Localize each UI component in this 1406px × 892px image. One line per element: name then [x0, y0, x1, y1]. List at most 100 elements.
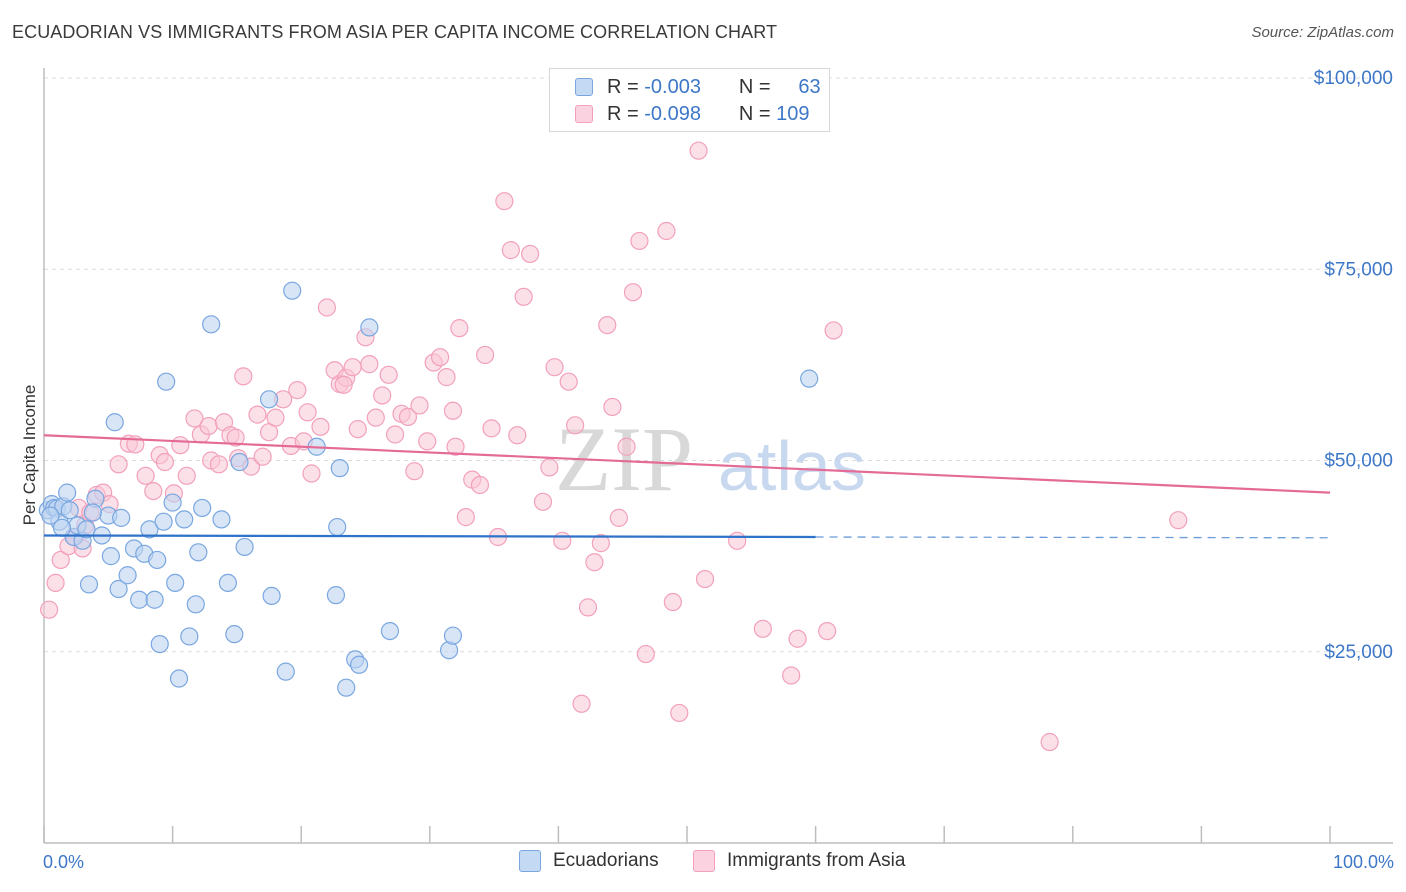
data-point-ecuadorian	[283, 281, 302, 300]
data-point-asia	[348, 420, 367, 439]
legend-n-label: N =	[738, 102, 771, 125]
data-point-asia	[450, 319, 469, 338]
data-point-ecuadorian	[41, 506, 60, 525]
data-point-asia	[199, 416, 218, 436]
y-tick-label: $75,000	[1324, 259, 1393, 280]
data-point-asia	[334, 375, 353, 394]
data-point-asia	[545, 358, 564, 377]
data-point-asia	[657, 221, 676, 241]
data-point-asia	[398, 407, 418, 426]
data-point-asia	[630, 231, 649, 251]
data-point-asia	[559, 372, 578, 391]
data-point-ecuadorian	[360, 318, 379, 337]
data-point-ecuadorian	[140, 520, 159, 539]
data-point-ecuadorian	[800, 369, 819, 388]
data-point-asia	[144, 482, 163, 501]
data-point-asia	[418, 432, 437, 451]
data-point-asia	[533, 492, 553, 511]
data-point-asia	[185, 409, 204, 428]
bottom-swatch-pink	[693, 850, 715, 872]
y-tick-label: $25,000	[1324, 642, 1393, 663]
data-point-ecuadorian	[105, 413, 124, 432]
data-point-asia	[373, 386, 392, 405]
data-point-ecuadorian	[202, 315, 221, 334]
data-point-ecuadorian	[101, 547, 120, 566]
data-point-asia	[266, 408, 285, 427]
data-point-asia	[155, 452, 174, 472]
data-point-asia	[609, 508, 628, 527]
data-point-asia	[317, 298, 337, 317]
data-point-asia	[379, 365, 398, 384]
data-point-ecuadorian	[154, 512, 173, 531]
legend-swatch-blue	[575, 78, 593, 96]
data-point-asia	[598, 315, 617, 335]
data-point-asia	[456, 508, 475, 527]
y-tick-label: $100,000	[1314, 68, 1393, 89]
data-point-asia	[495, 192, 514, 211]
data-point-asia	[670, 703, 689, 723]
y-tick-labels: $25,000 $50,000 $75,000 $100,000	[1314, 68, 1393, 663]
data-point-asia	[302, 464, 321, 483]
data-point-ecuadorian	[109, 579, 128, 599]
y-tick-label: $50,000	[1324, 451, 1393, 472]
data-point-ecuadorian	[276, 662, 295, 681]
axes	[43, 68, 1393, 844]
data-point-asia	[405, 462, 424, 481]
legend-r-value: -0.098	[644, 102, 701, 125]
data-point-ecuadorian	[443, 626, 463, 645]
legend-row-asia: R = -0.098 N = 109	[575, 101, 810, 127]
data-point-asia	[40, 600, 59, 619]
data-point-ecuadorian	[186, 595, 205, 614]
data-point-ecuadorian	[328, 517, 347, 537]
data-point-ecuadorian	[262, 586, 281, 606]
data-point-asia	[728, 531, 747, 550]
data-point-ecuadorian	[175, 510, 194, 529]
data-point-asia	[695, 569, 715, 589]
data-point-asia	[566, 416, 585, 435]
data-point-asia	[437, 368, 456, 387]
data-point-ecuadorian	[212, 510, 231, 529]
trend-line-ecuadorians-extension	[815, 536, 1331, 539]
data-point-ecuadorian	[180, 627, 199, 646]
bottom-legend-label: Ecuadorians	[553, 850, 659, 871]
legend-n-value: 63	[798, 75, 821, 98]
data-point-ecuadorian	[235, 537, 254, 557]
data-point-ecuadorian	[193, 498, 212, 518]
data-point-ecuadorian	[326, 586, 346, 605]
data-point-asia	[234, 367, 253, 386]
data-point-asia	[553, 531, 572, 550]
data-point-asia	[443, 401, 463, 420]
data-point-asia	[1169, 511, 1188, 530]
data-point-ecuadorian	[166, 573, 185, 593]
data-point-ecuadorian	[60, 501, 79, 520]
data-point-asia	[521, 244, 540, 264]
data-point-asia	[788, 629, 807, 648]
trend-lines	[43, 434, 1331, 539]
data-point-asia	[572, 694, 591, 713]
data-point-asia	[298, 403, 317, 422]
data-point-asia	[617, 437, 636, 456]
legend-n-label: N =	[738, 75, 771, 98]
legend-r-label: R =	[607, 102, 639, 125]
data-point-ecuadorian	[112, 508, 131, 527]
data-point-ecuadorian	[83, 503, 102, 522]
data-point-ecuadorian	[118, 566, 137, 585]
data-point-ecuadorian	[218, 573, 237, 593]
data-point-asia	[385, 425, 405, 444]
data-point-asia	[782, 666, 801, 685]
data-point-ecuadorian	[157, 372, 176, 391]
trend-line-ecuadorians	[43, 534, 816, 539]
data-point-asia	[578, 598, 598, 617]
data-point-asia	[360, 355, 379, 374]
legend-n-value: 109	[776, 102, 810, 125]
data-point-ecuadorian	[169, 669, 189, 688]
data-point-asia	[226, 428, 245, 447]
data-point-asia	[343, 358, 362, 377]
data-point-asia	[623, 283, 643, 302]
data-point-asia	[824, 321, 843, 340]
data-point-asia	[177, 466, 196, 485]
data-point-ecuadorian	[259, 390, 279, 409]
data-point-asia	[585, 553, 604, 572]
legend-row-ecuadorians: R = -0.003 N = 63	[575, 74, 821, 100]
